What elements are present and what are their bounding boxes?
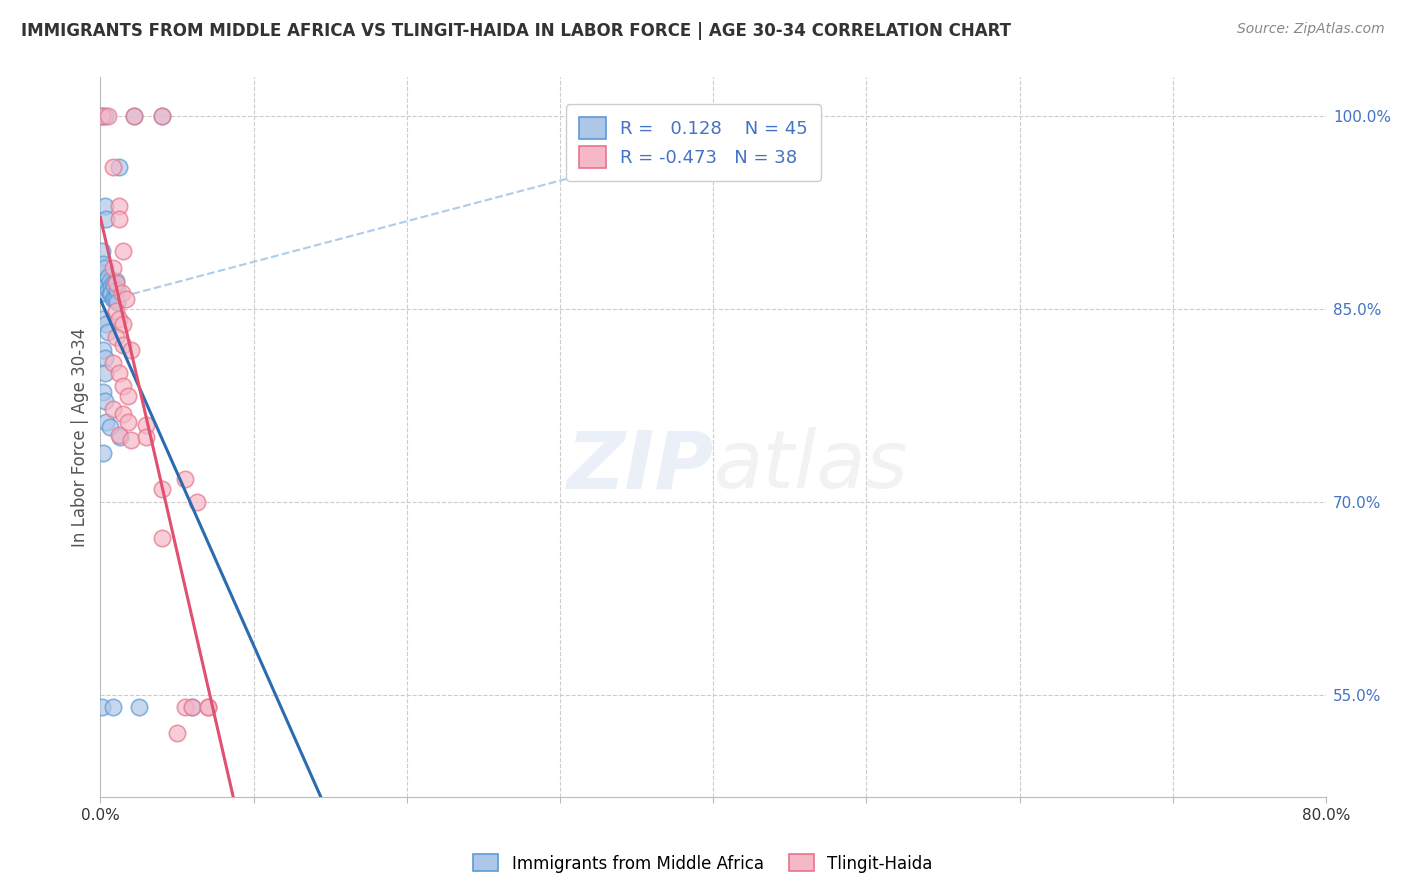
Point: [93, 312, 115, 326]
Point: [107, 312, 129, 326]
Point: [97, 325, 120, 339]
Point: [90, 700, 112, 714]
Text: IMMIGRANTS FROM MIDDLE AFRICA VS TLINGIT-HAIDA IN LABOR FORCE | AGE 30-34 CORREL: IMMIGRANTS FROM MIDDLE AFRICA VS TLINGIT…: [21, 22, 1011, 40]
Point: [96, 415, 118, 429]
Point: [135, 430, 157, 444]
Point: [101, 356, 124, 370]
Point: [117, 415, 139, 429]
Point: [105, 283, 128, 297]
Point: [93, 266, 115, 280]
Point: [94, 351, 117, 365]
Point: [90, 109, 112, 123]
Point: [112, 244, 135, 258]
Point: [94, 109, 117, 123]
Point: [120, 433, 142, 447]
Point: [122, 109, 145, 123]
Point: [112, 407, 135, 421]
Point: [93, 343, 115, 357]
Y-axis label: In Labor Force | Age 30-34: In Labor Force | Age 30-34: [72, 327, 89, 547]
Point: [197, 700, 219, 714]
Point: [103, 292, 125, 306]
Point: [98, 286, 121, 301]
Point: [96, 278, 118, 293]
Point: [173, 700, 195, 714]
Point: [94, 260, 117, 275]
Point: [97, 109, 120, 123]
Point: [117, 389, 139, 403]
Point: [150, 109, 173, 123]
Point: [101, 700, 124, 714]
Point: [107, 161, 129, 175]
Point: [97, 269, 120, 284]
Point: [166, 726, 188, 740]
Point: [100, 278, 122, 293]
Point: [96, 211, 118, 226]
Point: [107, 366, 129, 380]
Point: [104, 304, 127, 318]
Point: [122, 109, 145, 123]
Point: [100, 286, 122, 301]
Point: [98, 420, 121, 434]
Point: [110, 430, 132, 444]
Point: [112, 379, 135, 393]
Point: [181, 700, 204, 714]
Point: [94, 274, 117, 288]
Point: [104, 276, 127, 290]
Point: [93, 257, 115, 271]
Point: [105, 295, 128, 310]
Point: [104, 274, 127, 288]
Point: [101, 161, 124, 175]
Point: [120, 343, 142, 357]
Point: [104, 330, 127, 344]
Point: [96, 318, 118, 332]
Point: [93, 446, 115, 460]
Point: [101, 276, 124, 290]
Point: [115, 292, 138, 306]
Point: [112, 338, 135, 352]
Point: [186, 494, 208, 508]
Text: ZIP: ZIP: [565, 427, 713, 505]
Point: [94, 366, 117, 380]
Point: [103, 278, 125, 293]
Legend: R =   0.128    N = 45, R = -0.473   N = 38: R = 0.128 N = 45, R = -0.473 N = 38: [567, 104, 821, 181]
Point: [181, 700, 204, 714]
Point: [94, 199, 117, 213]
Point: [101, 292, 124, 306]
Point: [107, 211, 129, 226]
Point: [101, 402, 124, 417]
Point: [150, 482, 173, 496]
Point: [107, 199, 129, 213]
Point: [93, 385, 115, 400]
Text: atlas: atlas: [713, 427, 908, 505]
Point: [97, 283, 120, 297]
Point: [112, 318, 135, 332]
Text: Source: ZipAtlas.com: Source: ZipAtlas.com: [1237, 22, 1385, 37]
Point: [98, 274, 121, 288]
Point: [135, 417, 157, 432]
Point: [104, 292, 127, 306]
Point: [197, 700, 219, 714]
Point: [150, 531, 173, 545]
Point: [90, 244, 112, 258]
Point: [150, 109, 173, 123]
Point: [96, 286, 118, 301]
Point: [94, 394, 117, 409]
Point: [173, 471, 195, 485]
Point: [128, 700, 150, 714]
Point: [93, 276, 115, 290]
Point: [101, 260, 124, 275]
Point: [107, 427, 129, 442]
Legend: Immigrants from Middle Africa, Tlingit-Haida: Immigrants from Middle Africa, Tlingit-H…: [467, 847, 939, 880]
Point: [90, 109, 112, 123]
Point: [111, 286, 134, 301]
